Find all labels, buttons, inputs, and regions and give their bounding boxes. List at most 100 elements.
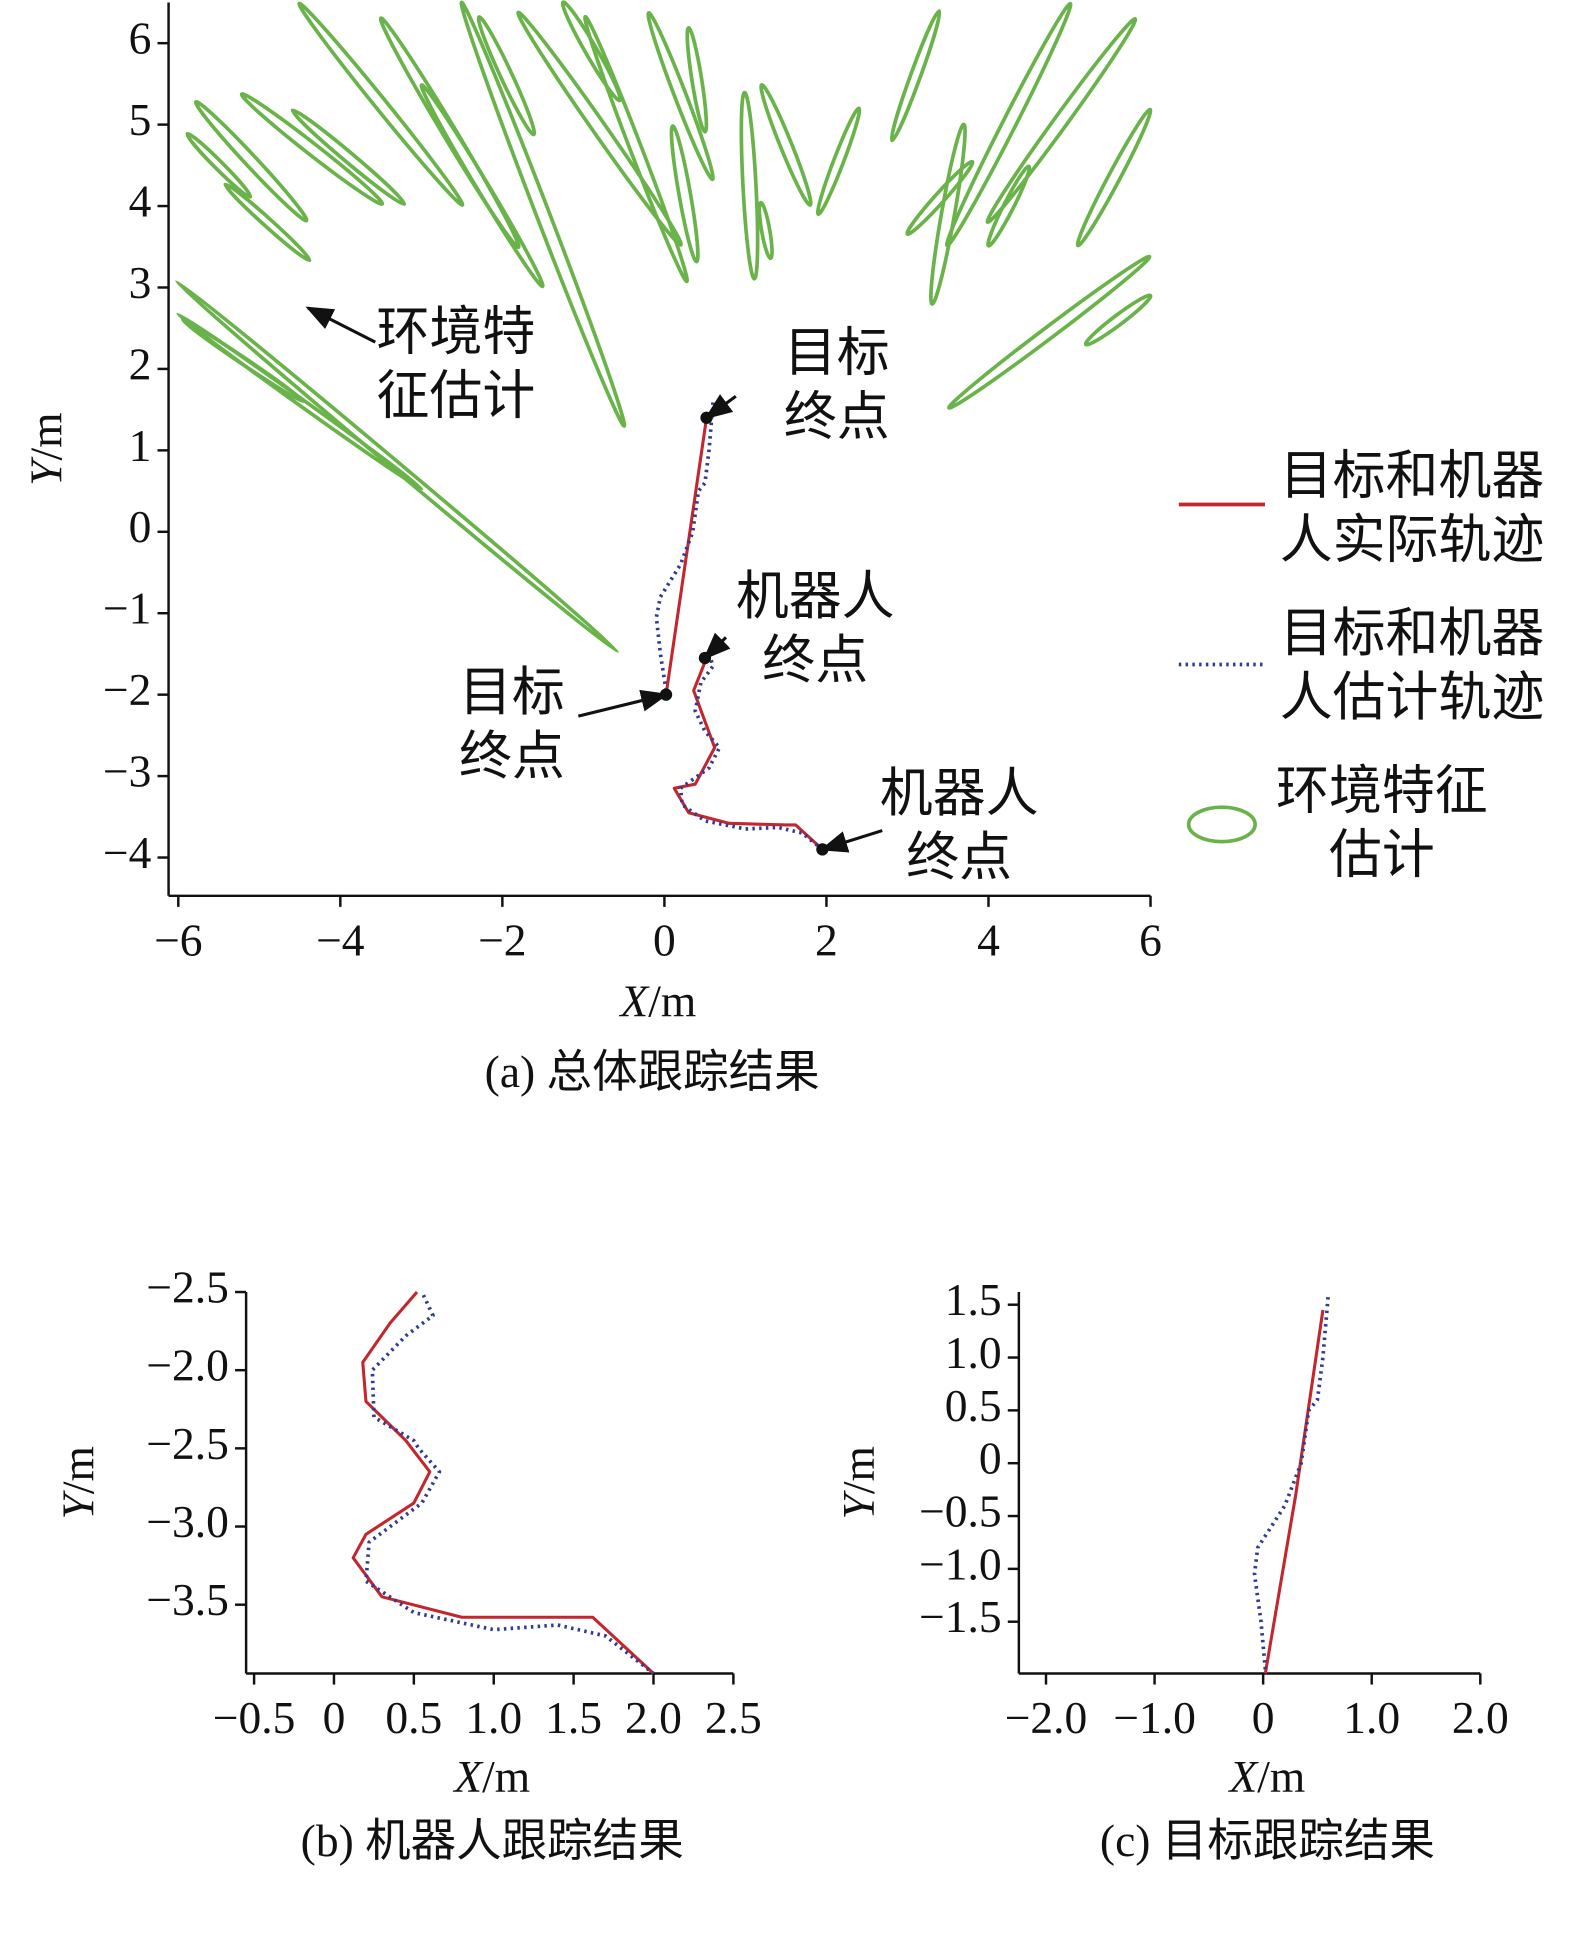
annotation: 环境特征估计: [376, 303, 536, 427]
feature-ellipse: [685, 25, 709, 134]
y-tick-label: −4: [103, 827, 152, 878]
trajectory: [1263, 1309, 1325, 1674]
feature-ellipse: [669, 124, 700, 264]
feature-ellipse: [476, 15, 537, 137]
annotation-arrow: [704, 394, 737, 420]
feature-ellipse: [646, 11, 715, 182]
y-axis-label: Y/m: [21, 412, 72, 485]
x-axis-label: X/m: [1227, 1751, 1305, 1802]
annotation: 机器人终点: [879, 765, 1039, 888]
feature-ellipse: [757, 200, 774, 261]
y-tick-label: 3: [129, 257, 152, 308]
feature-ellipse: [905, 159, 975, 237]
annotation: 目标终点: [458, 664, 565, 787]
feature-ellipse: [560, 0, 623, 103]
feature-ellipse: [459, 0, 627, 428]
x-axis-label: X/m: [452, 1751, 530, 1802]
y-tick-label: −1: [103, 583, 151, 634]
feature-ellipse: [516, 10, 683, 247]
x-tick-label: 0: [323, 1692, 346, 1743]
feature-ellipse: [986, 164, 1032, 248]
legend-label: 目标和机器人估计轨迹: [1279, 605, 1545, 728]
trajectory: [364, 1294, 655, 1675]
y-tick-label: 0: [979, 1433, 1002, 1484]
y-tick-label: 1.0: [945, 1327, 1002, 1378]
trajectory: [351, 1291, 655, 1675]
y-axis-label: Y/m: [833, 1446, 884, 1519]
caption: (b) 机器人跟踪结果: [301, 1815, 684, 1866]
feature-ellipse: [583, 14, 689, 284]
y-tick-label: 4: [129, 176, 152, 227]
feature-ellipse: [759, 82, 813, 207]
y-tick-label: −2: [103, 664, 151, 715]
x-tick-label: −2.0: [1005, 1692, 1088, 1743]
feature-ellipse: [1083, 293, 1153, 347]
x-tick-label: 1.0: [1343, 1692, 1400, 1743]
x-tick-label: 0: [653, 914, 676, 965]
x-tick-label: −6: [154, 914, 202, 965]
feature-ellipse: [945, 1, 1073, 248]
y-tick-label: −0.5: [919, 1485, 1002, 1536]
x-tick-label: 1.5: [545, 1692, 602, 1743]
feature-ellipse: [947, 254, 1152, 410]
caption: (c) 目标跟踪结果: [1100, 1815, 1435, 1866]
x-tick-label: 0: [1252, 1692, 1275, 1743]
x-tick-label: −1.0: [1113, 1692, 1196, 1743]
feature-ellipse: [290, 108, 407, 207]
feature-ellipse: [929, 122, 967, 306]
annotation-arrow: [702, 632, 731, 660]
x-tick-label: 4: [977, 914, 1000, 965]
y-tick-label: 2: [129, 338, 152, 389]
annotation: 目标终点: [783, 324, 890, 448]
y-tick-label: 5: [129, 94, 152, 145]
y-tick-label: 0.5: [945, 1380, 1002, 1431]
y-tick-label: 1.5: [945, 1274, 1002, 1325]
x-tick-label: 2.0: [1452, 1692, 1509, 1743]
feature-ellipse: [297, 1, 465, 207]
annotation-arrow: [577, 689, 669, 718]
y-tick-label: −3.0: [146, 1496, 229, 1547]
feature-ellipse: [223, 182, 312, 263]
y-tick-label: −2.5: [146, 1418, 229, 1469]
x-tick-label: 2: [815, 914, 838, 965]
x-tick-label: −0.5: [213, 1692, 296, 1743]
legend-symbol: [1186, 805, 1257, 844]
feature-ellipse: [239, 92, 385, 206]
feature-ellipse: [180, 318, 306, 404]
x-tick-label: −4: [316, 914, 365, 965]
annotation-arrow: [305, 306, 376, 344]
x-tick-label: 0.5: [385, 1692, 442, 1743]
y-tick-label: −1.5: [919, 1591, 1002, 1642]
y-tick-label: −2.0: [146, 1340, 229, 1391]
y-axis-label: Y/m: [53, 1446, 104, 1519]
annotation-arrow: [819, 829, 883, 853]
legend-label: 目标和机器人实际轨迹: [1279, 447, 1545, 571]
x-tick-label: 6: [1139, 914, 1162, 965]
x-tick-label: 1.0: [465, 1692, 522, 1743]
trajectory: [654, 401, 824, 851]
y-tick-label: 6: [129, 13, 152, 64]
y-tick-label: 0: [129, 501, 152, 552]
feature-ellipse: [193, 100, 309, 223]
feature-ellipse: [889, 9, 942, 143]
feature-ellipse: [985, 17, 1138, 225]
feature-ellipse: [1075, 107, 1153, 248]
x-axis-label: X/m: [618, 976, 696, 1027]
annotation: 机器人终点: [735, 568, 895, 691]
x-tick-label: 2.5: [705, 1692, 762, 1743]
y-tick-label: −3: [103, 746, 151, 797]
trajectory: [1252, 1293, 1331, 1670]
feature-ellipse: [419, 83, 545, 289]
y-tick-label: −2.5: [146, 1261, 229, 1312]
feature-ellipse: [185, 131, 253, 199]
caption: (a) 总体跟踪结果: [485, 1046, 820, 1097]
y-tick-label: −1.0: [919, 1538, 1002, 1589]
legend-label: 环境特征估计: [1276, 762, 1488, 886]
feature-ellipse: [739, 90, 760, 281]
feature-ellipse: [815, 106, 862, 217]
y-tick-label: 1: [129, 420, 152, 471]
x-tick-label: −2: [478, 914, 526, 965]
x-tick-label: 2.0: [625, 1692, 682, 1743]
